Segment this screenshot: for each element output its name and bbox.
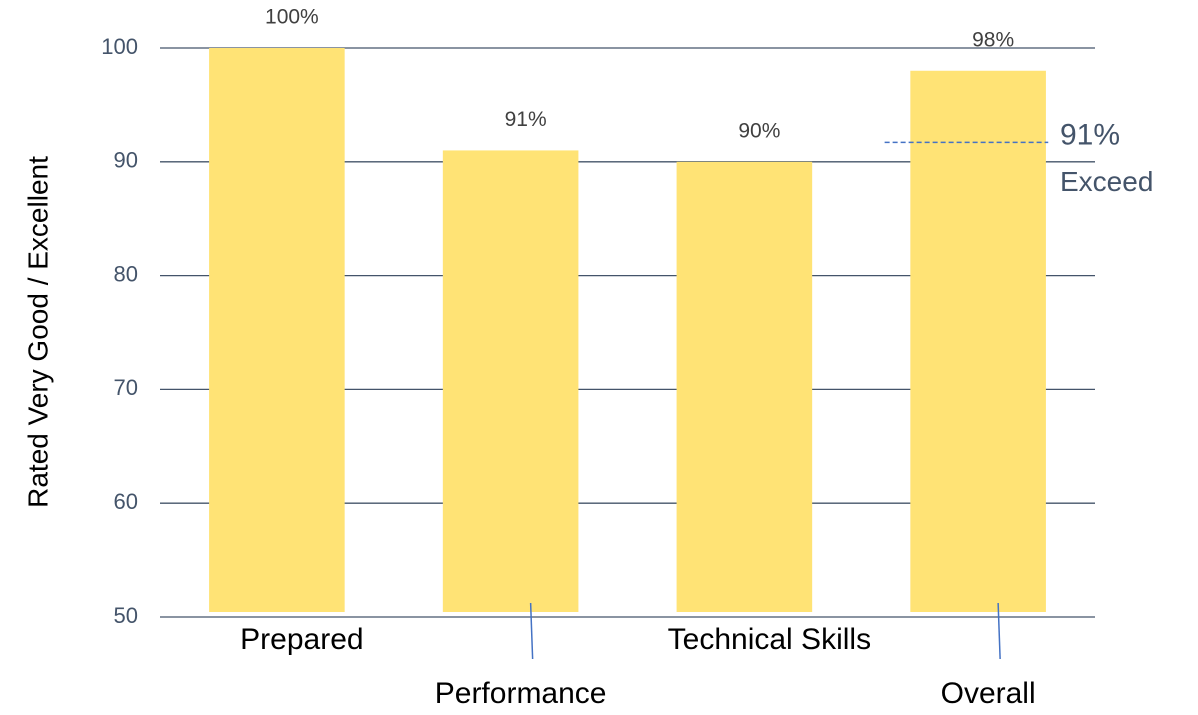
x-tick-label: Overall — [941, 677, 1036, 710]
y-tick-label: 80 — [114, 261, 138, 286]
value-label: 100% — [265, 6, 319, 29]
leader-line — [529, 602, 534, 660]
x-tick-label: Technical Skills — [668, 623, 871, 656]
y-tick-label: 100 — [101, 34, 138, 59]
reference-text: Exceed — [1060, 166, 1153, 197]
bar — [442, 150, 579, 613]
y-tick-label: 50 — [114, 603, 138, 628]
value-label: 90% — [738, 119, 780, 142]
y-tick-label: 90 — [114, 148, 138, 173]
x-tick-label: Prepared — [240, 623, 363, 656]
leader-line — [997, 602, 1001, 660]
value-label: 98% — [972, 28, 1014, 51]
y-axis-title: Rated Very Good / Excellent — [22, 156, 53, 508]
bar — [676, 161, 813, 613]
reference-label: 91% — [1060, 118, 1120, 151]
bar — [209, 48, 345, 612]
bar — [910, 70, 1046, 612]
y-tick-label: 60 — [114, 489, 138, 514]
x-tick-label: Performance — [435, 677, 607, 710]
y-tick-label: 70 — [114, 375, 138, 400]
value-label: 91% — [505, 108, 547, 131]
